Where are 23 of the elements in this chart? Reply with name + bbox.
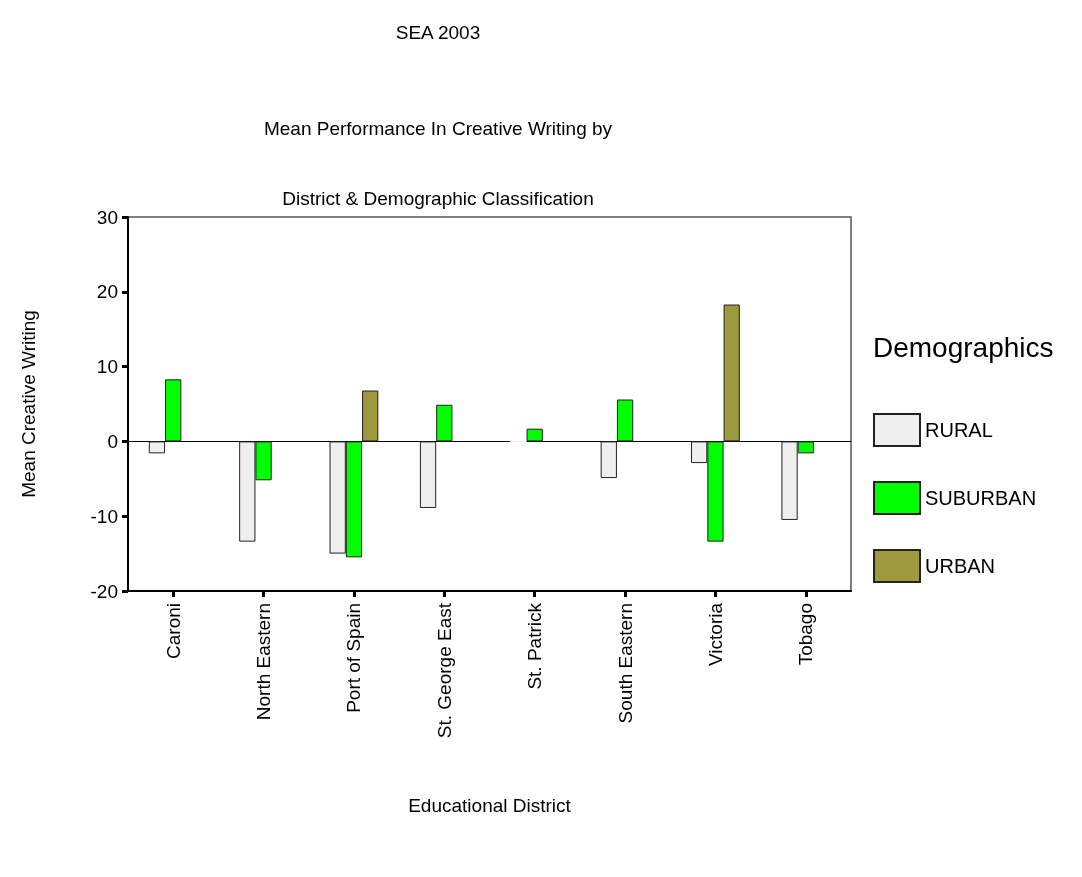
text: Mean Performance In Creative Writing by District & Demographic Classification (263, 117, 613, 209)
legend-label: RURAL (925, 419, 993, 441)
x-tick-label: St. George East (433, 602, 455, 739)
x-axis-title: Educational District (408, 795, 572, 816)
bar (526, 428, 543, 442)
x-tick-label: Caroni (162, 603, 184, 659)
x-tick-label: Port of Spain (343, 603, 365, 713)
y-tick-label: -10 (90, 505, 118, 527)
y-tick-label: 10 (96, 356, 118, 378)
y-axis-title: Mean Creative Writing (18, 310, 39, 498)
x-tick-label: South Eastern (614, 603, 636, 724)
x-tick-label: St. Patrick (524, 602, 546, 690)
legend-label: SUBURBAN (925, 487, 1037, 509)
x-tick-label: Victoria (704, 602, 726, 667)
legend-title: Demographics (873, 331, 1054, 363)
y-tick-label: 30 (96, 206, 118, 228)
y-tick-label: -20 (90, 580, 118, 602)
y-tick-label: 20 (96, 281, 118, 303)
legend-label: URBAN (925, 555, 996, 577)
x-tick-label: North Eastern (253, 603, 275, 721)
y-tick-label: 0 (107, 430, 118, 452)
x-tick-label: Tobago (795, 603, 817, 666)
chart-title: SEA 2003 (395, 22, 481, 43)
